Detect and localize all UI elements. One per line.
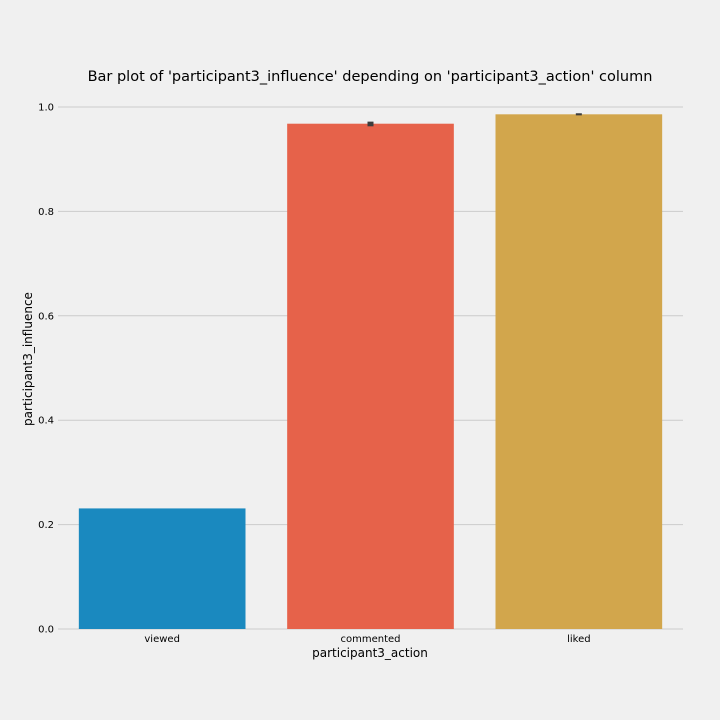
y-tick-label: 0.4 <box>38 416 54 427</box>
x-tick-labels: viewed commented liked <box>144 634 590 645</box>
x-tick-label-commented: commented <box>340 634 400 645</box>
y-tick-label: 0.0 <box>38 625 54 636</box>
chart-title: Bar plot of 'participant3_influence' dep… <box>88 69 653 85</box>
y-tick-label: 0.6 <box>38 311 54 322</box>
bar-commented <box>287 123 454 629</box>
y-tick-label: 0.2 <box>38 520 54 531</box>
y-tick-label: 1.0 <box>38 103 54 114</box>
bar-liked <box>495 114 663 630</box>
x-tick-label-liked: liked <box>567 634 591 645</box>
bar-viewed <box>78 508 246 629</box>
y-tick-label: 0.8 <box>38 207 54 218</box>
x-tick-label-viewed: viewed <box>144 634 180 645</box>
error-bars <box>367 113 582 127</box>
y-axis-label: participant3_influence <box>21 292 35 426</box>
y-tick-labels: 0.0 0.2 0.4 0.6 0.8 1.0 <box>38 103 54 636</box>
bars <box>78 114 663 630</box>
x-axis-label: participant3_action <box>312 646 428 660</box>
